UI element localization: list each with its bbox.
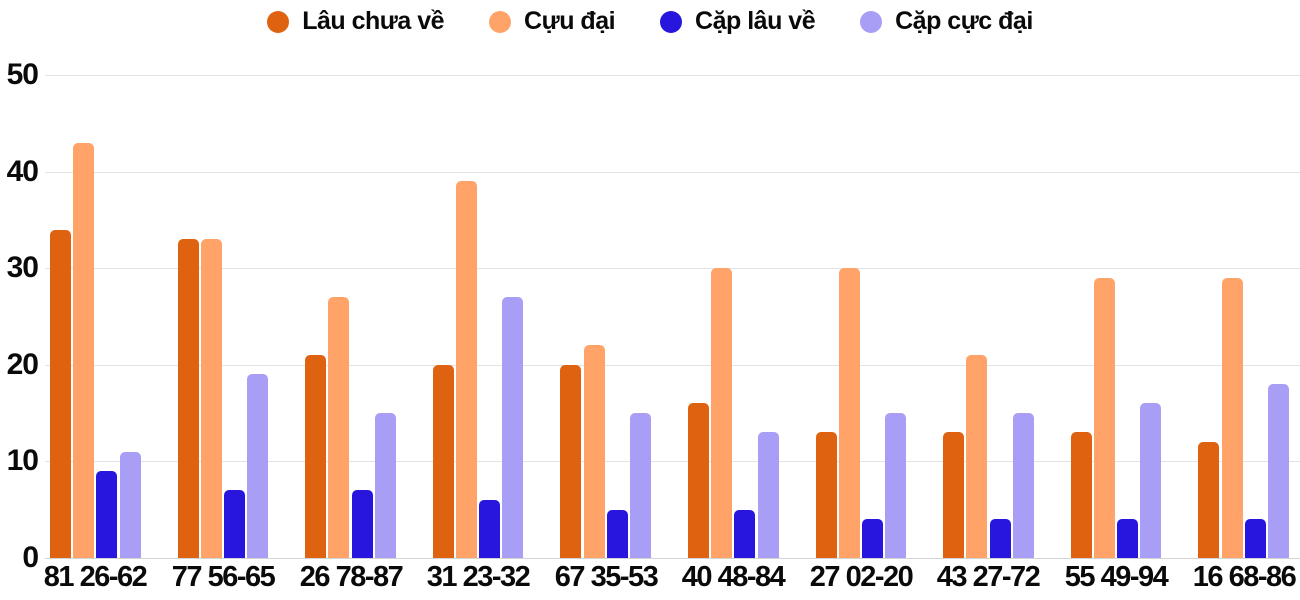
- bar-cựu-đại: [966, 355, 987, 558]
- y-axis-tick-label: 10: [6, 444, 39, 477]
- bar-lâu-chưa-về: [816, 432, 837, 558]
- x-axis-category-label: 16 68-86: [1192, 561, 1297, 593]
- legend-label: Lâu chưa về: [302, 7, 445, 35]
- bar-cặp-lâu-về: [734, 510, 755, 558]
- legend-item-3: Cặp cực đại: [860, 7, 1033, 36]
- bar-cựu-đại: [584, 345, 605, 558]
- chart-legend: Lâu chưa về Cựu đại Cặp lâu về Cặp cực đại: [0, 7, 1300, 36]
- bar-cặp-cực-đại: [247, 374, 268, 558]
- bar-cặp-cực-đại: [758, 432, 779, 558]
- x-axis-category-label: 43 27-72: [936, 561, 1041, 593]
- bar-cặp-cực-đại: [630, 413, 651, 558]
- legend-item-1: Cựu đại: [489, 7, 616, 36]
- x-axis-category-label: 77 56-65: [171, 561, 276, 593]
- bar-lâu-chưa-về: [688, 403, 709, 558]
- bar-cựu-đại: [1222, 278, 1243, 558]
- bar-cặp-lâu-về: [96, 471, 117, 558]
- gridline-y0: [45, 558, 1300, 559]
- y-axis-tick-label: 20: [6, 348, 39, 381]
- bar-lâu-chưa-về: [305, 355, 326, 558]
- y-axis-tick-label: 50: [6, 58, 39, 91]
- bar-cặp-lâu-về: [1117, 519, 1138, 558]
- legend-item-0: Lâu chưa về: [267, 7, 445, 36]
- bar-lâu-chưa-về: [1198, 442, 1219, 558]
- bar-lâu-chưa-về: [943, 432, 964, 558]
- bar-cựu-đại: [73, 143, 94, 558]
- bar-cựu-đại: [711, 268, 732, 558]
- bar-lâu-chưa-về: [433, 365, 454, 558]
- legend-swatch-icon: [860, 10, 883, 33]
- bar-cặp-lâu-về: [224, 490, 245, 558]
- bar-cặp-lâu-về: [479, 500, 500, 558]
- legend-swatch-icon: [660, 10, 683, 33]
- bar-cặp-cực-đại: [885, 413, 906, 558]
- legend-item-2: Cặp lâu về: [660, 7, 816, 36]
- bar-cựu-đại: [456, 181, 477, 558]
- y-axis-tick-label: 0: [22, 541, 39, 574]
- bar-cựu-đại: [201, 239, 222, 558]
- bar-cặp-lâu-về: [352, 490, 373, 558]
- x-axis-category-label: 55 49-94: [1064, 561, 1169, 593]
- bar-cựu-đại: [328, 297, 349, 558]
- legend-swatch-icon: [267, 10, 290, 33]
- bar-cặp-cực-đại: [120, 452, 141, 558]
- bar-cặp-lâu-về: [1245, 519, 1266, 558]
- legend-label: Cặp cực đại: [895, 7, 1033, 35]
- bar-cựu-đại: [839, 268, 860, 558]
- bar-lâu-chưa-về: [560, 365, 581, 558]
- bar-cặp-cực-đại: [1268, 384, 1289, 558]
- legend-label: Cựu đại: [524, 7, 616, 35]
- bar-cặp-cực-đại: [1140, 403, 1161, 558]
- legend-label: Cặp lâu về: [695, 7, 816, 35]
- bar-cặp-cực-đại: [375, 413, 396, 558]
- y-axis-tick-label: 30: [6, 251, 39, 284]
- gridline-y30: [45, 268, 1300, 269]
- x-axis-category-label: 31 23-32: [426, 561, 531, 593]
- x-axis-category-label: 26 78-87: [299, 561, 404, 593]
- bar-cựu-đại: [1094, 278, 1115, 558]
- legend-swatch-icon: [489, 10, 512, 33]
- x-axis-category-label: 67 35-53: [554, 561, 659, 593]
- bar-cặp-lâu-về: [862, 519, 883, 558]
- bar-cặp-lâu-về: [990, 519, 1011, 558]
- gridline-y20: [45, 365, 1300, 366]
- x-axis-category-label: 81 26-62: [43, 561, 148, 593]
- bar-lâu-chưa-về: [1071, 432, 1092, 558]
- y-axis-tick-label: 40: [6, 155, 39, 188]
- gridline-y10: [45, 461, 1300, 462]
- bar-lâu-chưa-về: [178, 239, 199, 558]
- bar-lâu-chưa-về: [50, 230, 71, 558]
- bar-cặp-cực-đại: [502, 297, 523, 558]
- x-axis-category-label: 27 02-20: [809, 561, 914, 593]
- gridline-y50: [45, 75, 1300, 76]
- gridline-y40: [45, 172, 1300, 173]
- x-axis-category-label: 40 48-84: [681, 561, 786, 593]
- bar-cặp-cực-đại: [1013, 413, 1034, 558]
- bar-cặp-lâu-về: [607, 510, 628, 558]
